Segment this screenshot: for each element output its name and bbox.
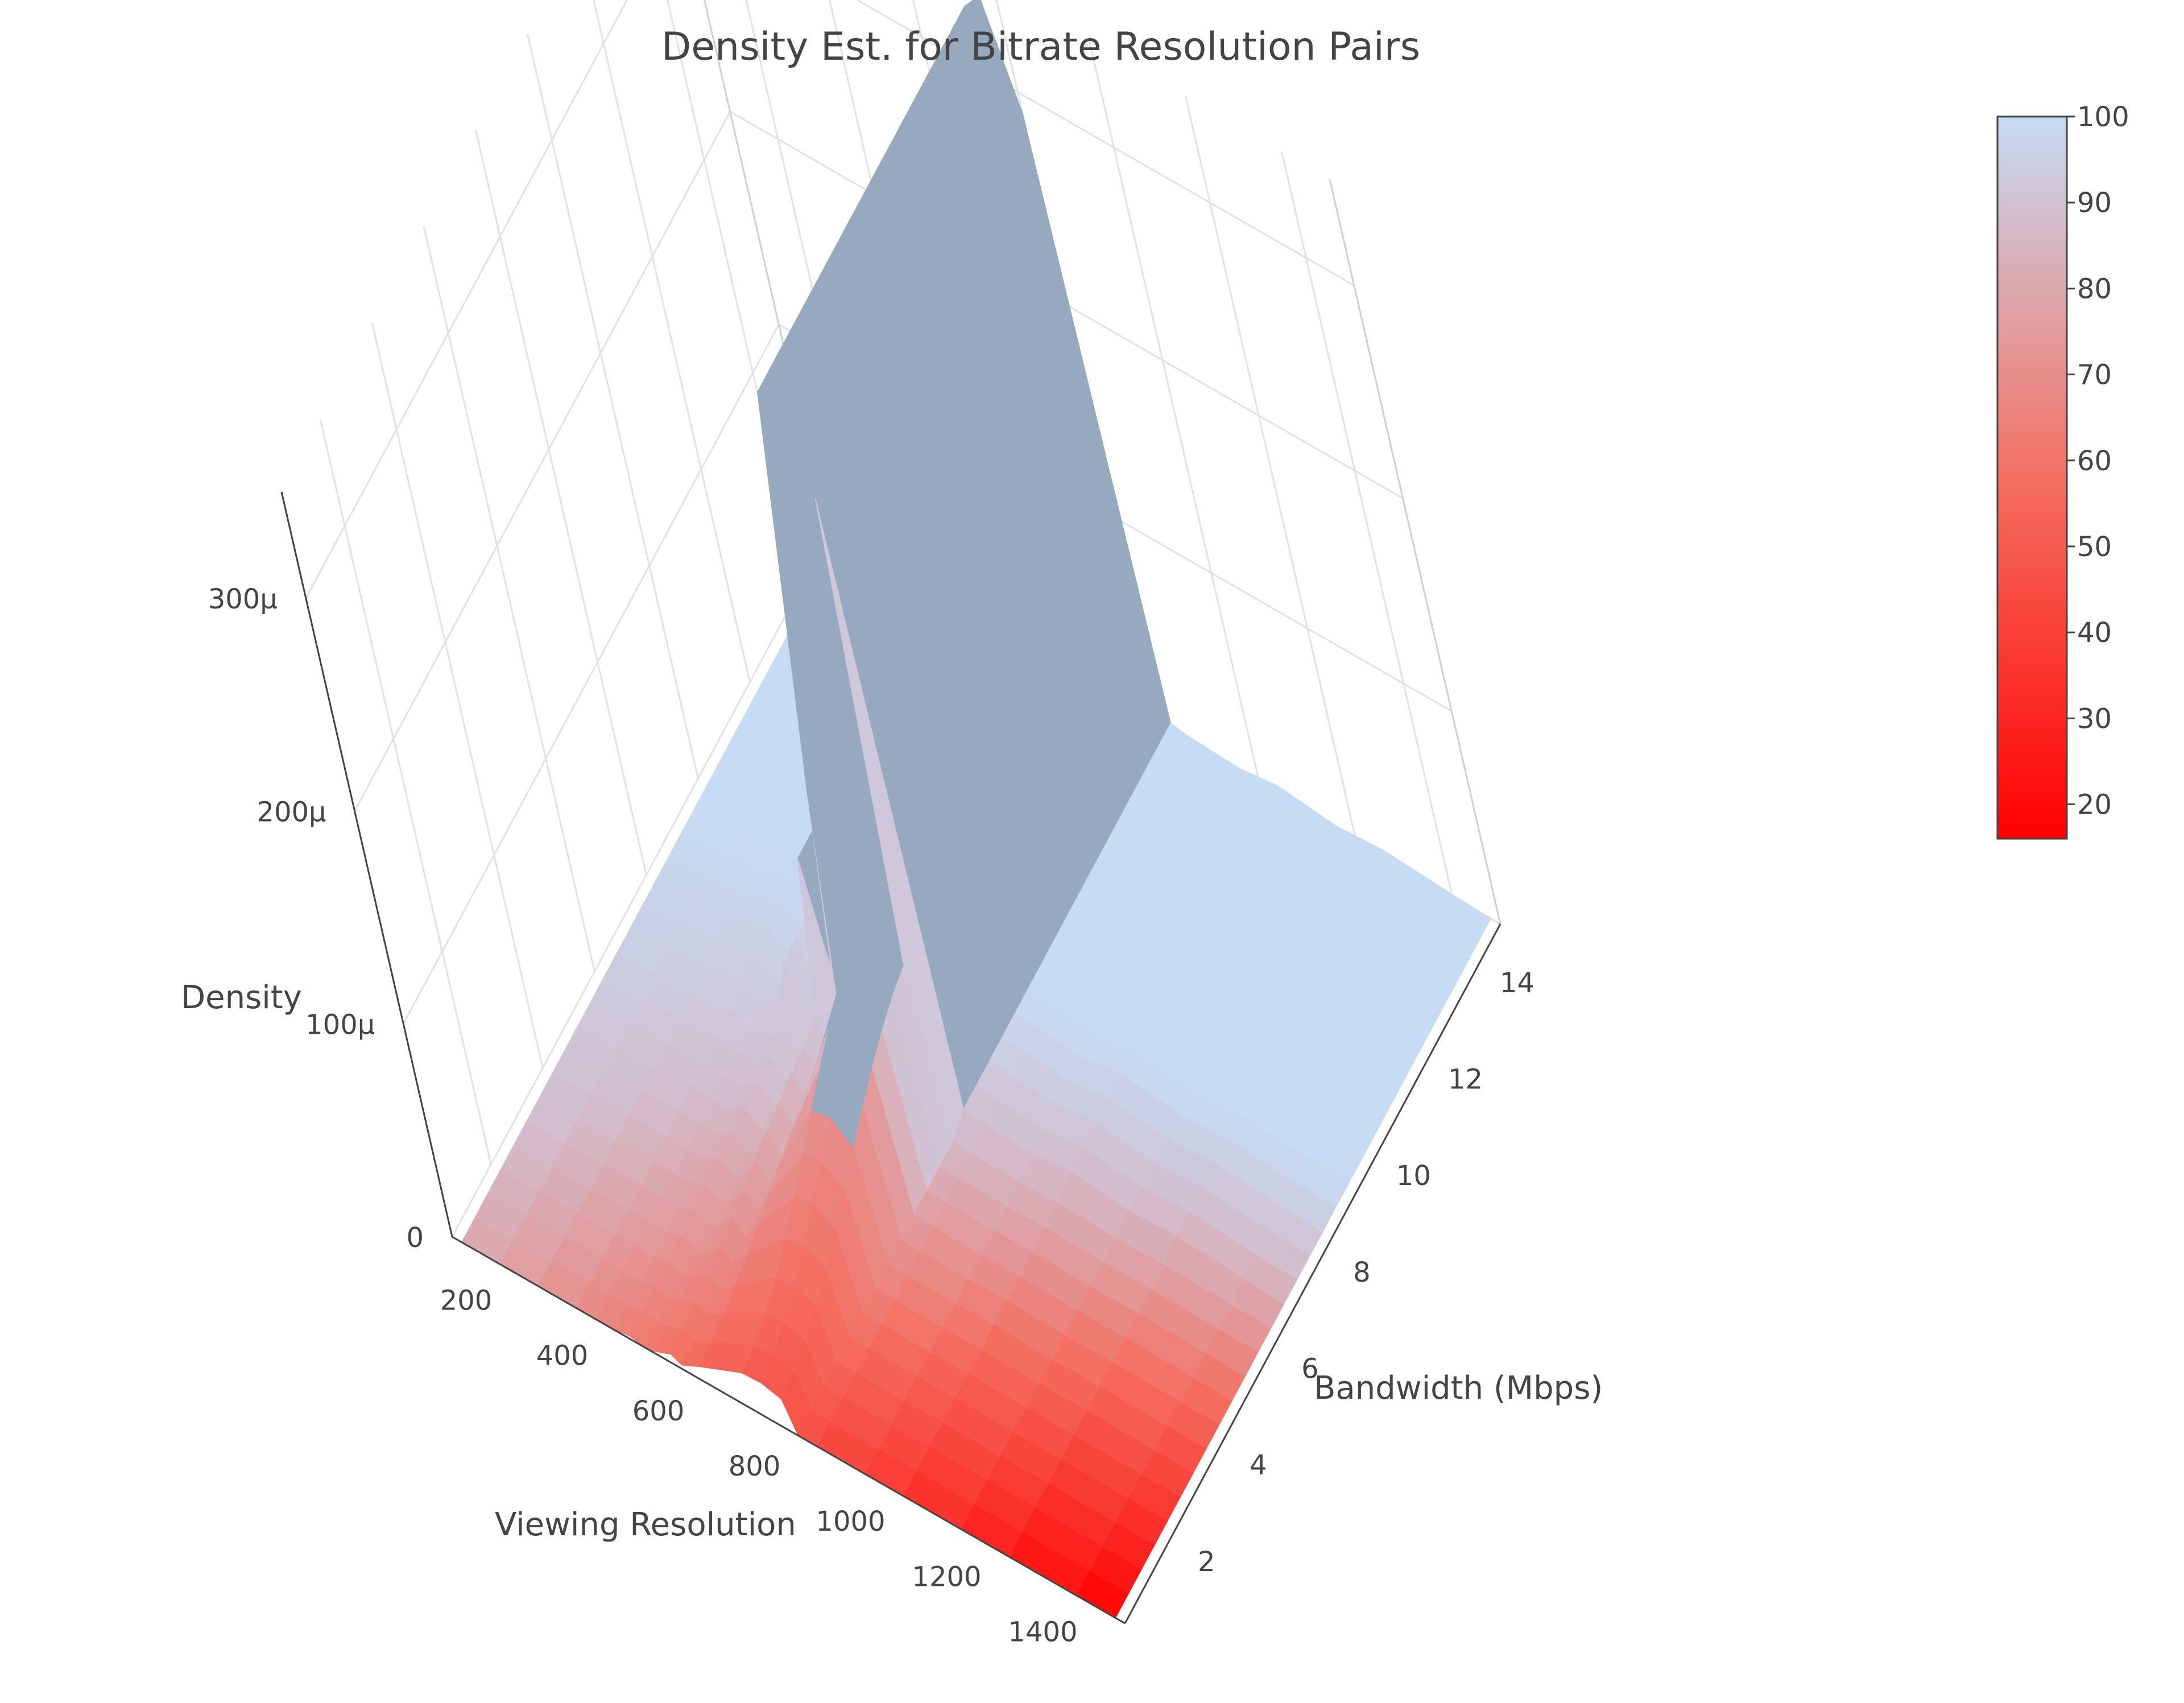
z-axis-title: Density	[181, 979, 302, 1016]
y-tick-label: 2	[1198, 1546, 1215, 1578]
colorbar-tick-label: 30	[2077, 703, 2112, 735]
colorbar-ticks: 20 30 40 50 60 70 80 90 100	[2067, 101, 2129, 821]
x-axis-title: Viewing Resolution	[495, 1506, 796, 1543]
y-axis-line	[1124, 923, 1502, 1624]
chart-title: Density Est. for Bitrate Resolution Pair…	[661, 24, 1420, 69]
z-tick-label: 300μ	[208, 583, 278, 615]
colorbar-tick-label: 100	[2077, 101, 2129, 133]
grid-line	[474, 130, 647, 876]
colorbar-tick-label: 70	[2077, 359, 2112, 391]
colorbar-tick-label: 50	[2077, 531, 2112, 563]
z-axis-line	[280, 491, 453, 1237]
grid-line	[319, 419, 492, 1165]
colorbar-tick-label: 90	[2077, 187, 2112, 219]
y-axis-title: Bandwidth (Mbps)	[1314, 1370, 1603, 1407]
colorbar-tick-label: 20	[2077, 789, 2112, 821]
colorbar-tick-label: 60	[2077, 445, 2112, 477]
z-tick-label: 0	[406, 1222, 424, 1254]
y-tick-label: 4	[1250, 1449, 1267, 1481]
z-tick-label: 100μ	[305, 1009, 375, 1041]
axis-layer: 200 400 600 800 1000 1200 1400 2 4 6 8 10 12 14 0 100μ 2…	[208, 491, 1534, 1648]
grid-line	[371, 322, 544, 1068]
grid-line	[593, 0, 751, 682]
grid-line	[526, 33, 699, 779]
x-tick-label: 1400	[1008, 1616, 1077, 1648]
grid-line	[423, 226, 595, 972]
colorbar-tick-label: 80	[2077, 273, 2112, 305]
x-tick-label: 800	[729, 1451, 781, 1482]
colorbar-gradient	[1996, 115, 2068, 840]
y-tick-label: 14	[1500, 967, 1534, 999]
surface-layer	[461, 0, 1491, 1619]
grid-line	[1089, 40, 1261, 786]
grid-line	[1281, 151, 1453, 897]
grid-line	[1329, 179, 1502, 925]
x-tick-label: 400	[536, 1340, 589, 1372]
y-tick-label: 10	[1396, 1160, 1431, 1192]
x-tick-label: 1000	[816, 1506, 885, 1538]
grid-line	[1185, 96, 1357, 842]
x-tick-label: 1200	[912, 1561, 981, 1593]
grid-line	[305, 0, 1355, 599]
z-tick-label: 200μ	[257, 796, 326, 828]
y-tick-label: 12	[1448, 1063, 1483, 1095]
colorbar: 20 30 40 50 60 70 80 90 100	[1996, 101, 2129, 840]
x-tick-label: 600	[632, 1395, 685, 1427]
x-axis-line	[452, 1236, 1126, 1625]
x-tick-label: 200	[440, 1285, 493, 1317]
colorbar-tick-label: 40	[2077, 617, 2112, 649]
y-tick-label: 8	[1353, 1257, 1371, 1288]
y-tick-label: 6	[1301, 1353, 1319, 1385]
